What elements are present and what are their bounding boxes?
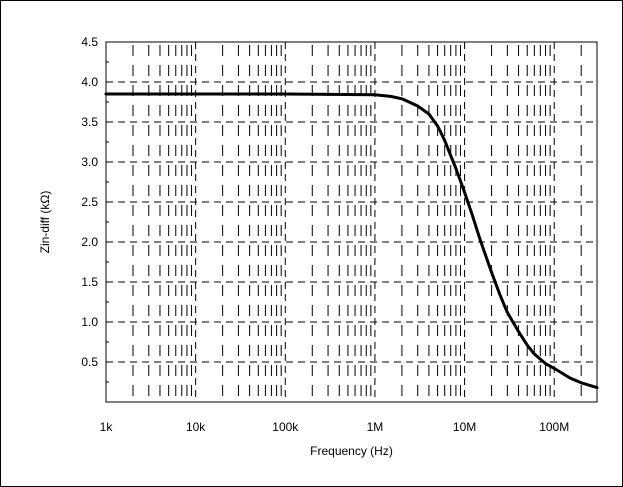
y-tick-label: 4.5 (81, 35, 98, 49)
y-tick-label: 3.0 (81, 155, 98, 169)
y-tick-label: 1.5 (81, 275, 98, 289)
y-tick-label: 0.5 (81, 355, 98, 369)
x-tick-label: 100M (539, 420, 569, 434)
grid-layer (106, 42, 597, 402)
tick-mark-layer (106, 41, 111, 383)
y-tick-label: 2.0 (81, 235, 98, 249)
y-tick-label: 1.0 (81, 315, 98, 329)
tick-label-layer: 0.5 1.0 1.5 2.0 2.5 3.0 3.5 4.0 4.5 1k 10k 100k 1M 10… (81, 35, 569, 434)
x-tick-label: 1M (367, 420, 384, 434)
x-axis-title: Frequency (Hz) (310, 444, 393, 458)
x-tick-label: 1k (100, 420, 114, 434)
y-axis-title: Zin-diff (kΩ) (38, 191, 52, 254)
y-tick-label: 4.0 (81, 75, 98, 89)
y-tick-label: 2.5 (81, 195, 98, 209)
x-tick-label: 10k (186, 420, 206, 434)
series-layer (104, 92, 599, 390)
x-tick-label: 10M (453, 420, 476, 434)
impedance-curve (104, 92, 599, 390)
y-tick-label: 3.5 (81, 115, 98, 129)
x-tick-label: 100k (272, 420, 299, 434)
